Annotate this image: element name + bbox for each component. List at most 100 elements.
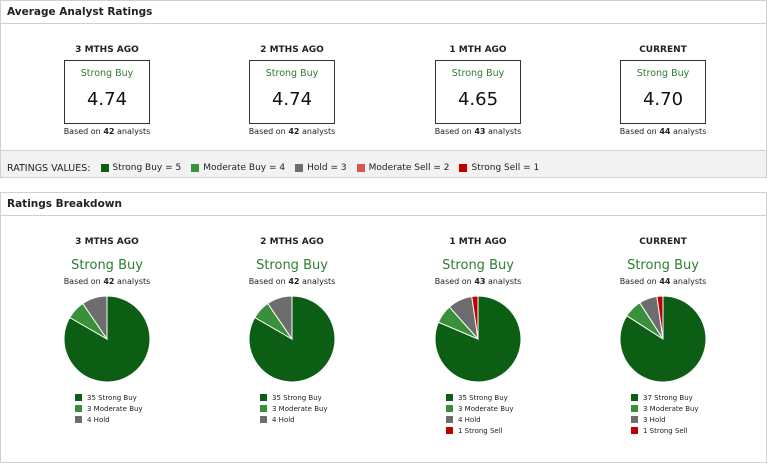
consensus-rating: Strong Buy bbox=[442, 258, 514, 273]
swatch bbox=[75, 394, 82, 401]
avg-column-current: CURRENT Strong Buy 4.70 Based on 44 anal… bbox=[583, 45, 743, 136]
legend-item: 1 Strong Sell bbox=[631, 425, 699, 436]
period-label: 1 MTH AGO bbox=[449, 237, 507, 247]
ratings-pie-chart bbox=[62, 294, 152, 384]
swatch bbox=[191, 164, 200, 172]
ratings-breakdown-panel: Ratings Breakdown 3 MTHS AGO Strong Buy … bbox=[0, 192, 767, 463]
pie-legend: 35 Strong Buy 3 Moderate Buy 4 Hold bbox=[75, 392, 143, 425]
rating-box: Strong Buy 4.74 bbox=[64, 60, 150, 124]
average-ratings-panel: Average Analyst Ratings 3 MTHS AGO Stron… bbox=[0, 0, 767, 178]
rating-label: Strong Buy bbox=[451, 68, 505, 79]
based-on-text: Based on 42 analysts bbox=[248, 277, 336, 286]
consensus-rating: Strong Buy bbox=[256, 258, 328, 273]
rating-box: Strong Buy 4.65 bbox=[435, 60, 521, 124]
ratings-pie-chart bbox=[433, 294, 523, 384]
pie-slice-strong-sell bbox=[656, 295, 664, 340]
ratings-breakdown-title: Ratings Breakdown bbox=[1, 193, 766, 216]
avg-column-2mths: 2 MTHS AGO Strong Buy 4.74 Based on 42 a… bbox=[212, 45, 372, 136]
legend-item: 4 Hold bbox=[446, 414, 514, 425]
swatch bbox=[446, 405, 453, 412]
swatch bbox=[75, 405, 82, 412]
based-on-text: Based on 42 analysts bbox=[248, 127, 336, 136]
rating-score: 4.70 bbox=[642, 89, 684, 110]
based-on-text: Based on 43 analysts bbox=[434, 277, 522, 286]
legend-item: 35 Strong Buy bbox=[446, 392, 514, 403]
period-label: CURRENT bbox=[639, 237, 687, 247]
rating-score: 4.74 bbox=[86, 89, 128, 110]
swatch bbox=[356, 164, 365, 172]
legend-item: 3 Moderate Buy bbox=[631, 403, 699, 414]
legend-item: 35 Strong Buy bbox=[75, 392, 143, 403]
legend-item: 3 Moderate Buy bbox=[75, 403, 143, 414]
value-strong-buy: Strong Buy = 5 bbox=[100, 163, 181, 173]
legend-item: 4 Hold bbox=[75, 414, 143, 425]
pie-legend: 35 Strong Buy 3 Moderate Buy 4 Hold 1 St… bbox=[446, 392, 514, 436]
legend-item: 4 Hold bbox=[260, 414, 328, 425]
swatch bbox=[446, 416, 453, 423]
value-strong-sell: Strong Sell = 1 bbox=[459, 163, 539, 173]
rating-label: Strong Buy bbox=[636, 68, 690, 79]
rating-score: 4.65 bbox=[457, 89, 499, 110]
rating-box: Strong Buy 4.74 bbox=[249, 60, 335, 124]
swatch bbox=[459, 164, 468, 172]
rating-box: Strong Buy 4.70 bbox=[620, 60, 706, 124]
based-on-text: Based on 42 analysts bbox=[63, 277, 151, 286]
swatch bbox=[631, 427, 638, 434]
ratings-values-bar: RATINGS VALUES: Strong Buy = 5 Moderate … bbox=[1, 150, 766, 177]
based-on-text: Based on 43 analysts bbox=[434, 127, 522, 136]
pie-slice-hold bbox=[267, 295, 293, 341]
period-label: 2 MTHS AGO bbox=[260, 237, 324, 247]
swatch bbox=[446, 427, 453, 434]
ratings-pie-chart bbox=[247, 294, 337, 384]
rating-label: Strong Buy bbox=[80, 68, 134, 79]
pie-slice-strong-sell bbox=[471, 295, 479, 340]
pie-legend: 35 Strong Buy 3 Moderate Buy 4 Hold bbox=[260, 392, 328, 425]
breakdown-column-3mths: 3 MTHS AGO Strong Buy Based on 42 analys… bbox=[27, 237, 187, 424]
legend-item: 1 Strong Sell bbox=[446, 425, 514, 436]
swatch bbox=[446, 394, 453, 401]
breakdown-column-2mths: 2 MTHS AGO Strong Buy Based on 42 analys… bbox=[212, 237, 372, 424]
avg-column-1mth: 1 MTH AGO Strong Buy 4.65 Based on 43 an… bbox=[398, 45, 558, 136]
swatch bbox=[260, 405, 267, 412]
swatch bbox=[295, 164, 304, 172]
period-label: 3 MTHS AGO bbox=[75, 237, 139, 247]
legend-item: 3 Moderate Buy bbox=[260, 403, 328, 414]
pie-svg bbox=[619, 295, 707, 383]
swatch bbox=[260, 416, 267, 423]
consensus-rating: Strong Buy bbox=[71, 258, 143, 273]
ratings-pie-chart bbox=[618, 294, 708, 384]
pie-svg bbox=[434, 295, 522, 383]
based-on-text: Based on 42 analysts bbox=[63, 127, 151, 136]
legend-item: 35 Strong Buy bbox=[260, 392, 328, 403]
analyst-count: 43 bbox=[474, 127, 486, 136]
based-on-text: Based on 44 analysts bbox=[619, 127, 707, 136]
swatch bbox=[631, 416, 638, 423]
swatch bbox=[260, 394, 267, 401]
pie-slice-hold bbox=[82, 295, 108, 341]
swatch bbox=[100, 164, 109, 172]
pie-svg bbox=[63, 295, 151, 383]
legend-item: 37 Strong Buy bbox=[631, 392, 699, 403]
swatch bbox=[75, 416, 82, 423]
analyst-count: 42 bbox=[288, 127, 300, 136]
ratings-values-label: RATINGS VALUES: bbox=[7, 162, 91, 174]
legend-item: 3 Moderate Buy bbox=[446, 403, 514, 414]
period-label: 1 MTH AGO bbox=[449, 45, 507, 55]
analyst-count: 42 bbox=[103, 127, 115, 136]
avg-column-3mths: 3 MTHS AGO Strong Buy 4.74 Based on 42 a… bbox=[27, 45, 187, 136]
swatch bbox=[631, 405, 638, 412]
analyst-count: 42 bbox=[103, 277, 115, 286]
average-ratings-title: Average Analyst Ratings bbox=[1, 1, 766, 24]
swatch bbox=[631, 394, 638, 401]
rating-score: 4.74 bbox=[271, 89, 313, 110]
value-moderate-sell: Moderate Sell = 2 bbox=[356, 163, 449, 173]
analyst-count: 43 bbox=[474, 277, 486, 286]
breakdown-column-current: CURRENT Strong Buy Based on 44 analysts … bbox=[583, 237, 743, 435]
analyst-count: 44 bbox=[659, 127, 671, 136]
period-label: CURRENT bbox=[639, 45, 687, 55]
analyst-count: 44 bbox=[659, 277, 671, 286]
period-label: 2 MTHS AGO bbox=[260, 45, 324, 55]
analyst-count: 42 bbox=[288, 277, 300, 286]
pie-svg bbox=[248, 295, 336, 383]
period-label: 3 MTHS AGO bbox=[75, 45, 139, 55]
